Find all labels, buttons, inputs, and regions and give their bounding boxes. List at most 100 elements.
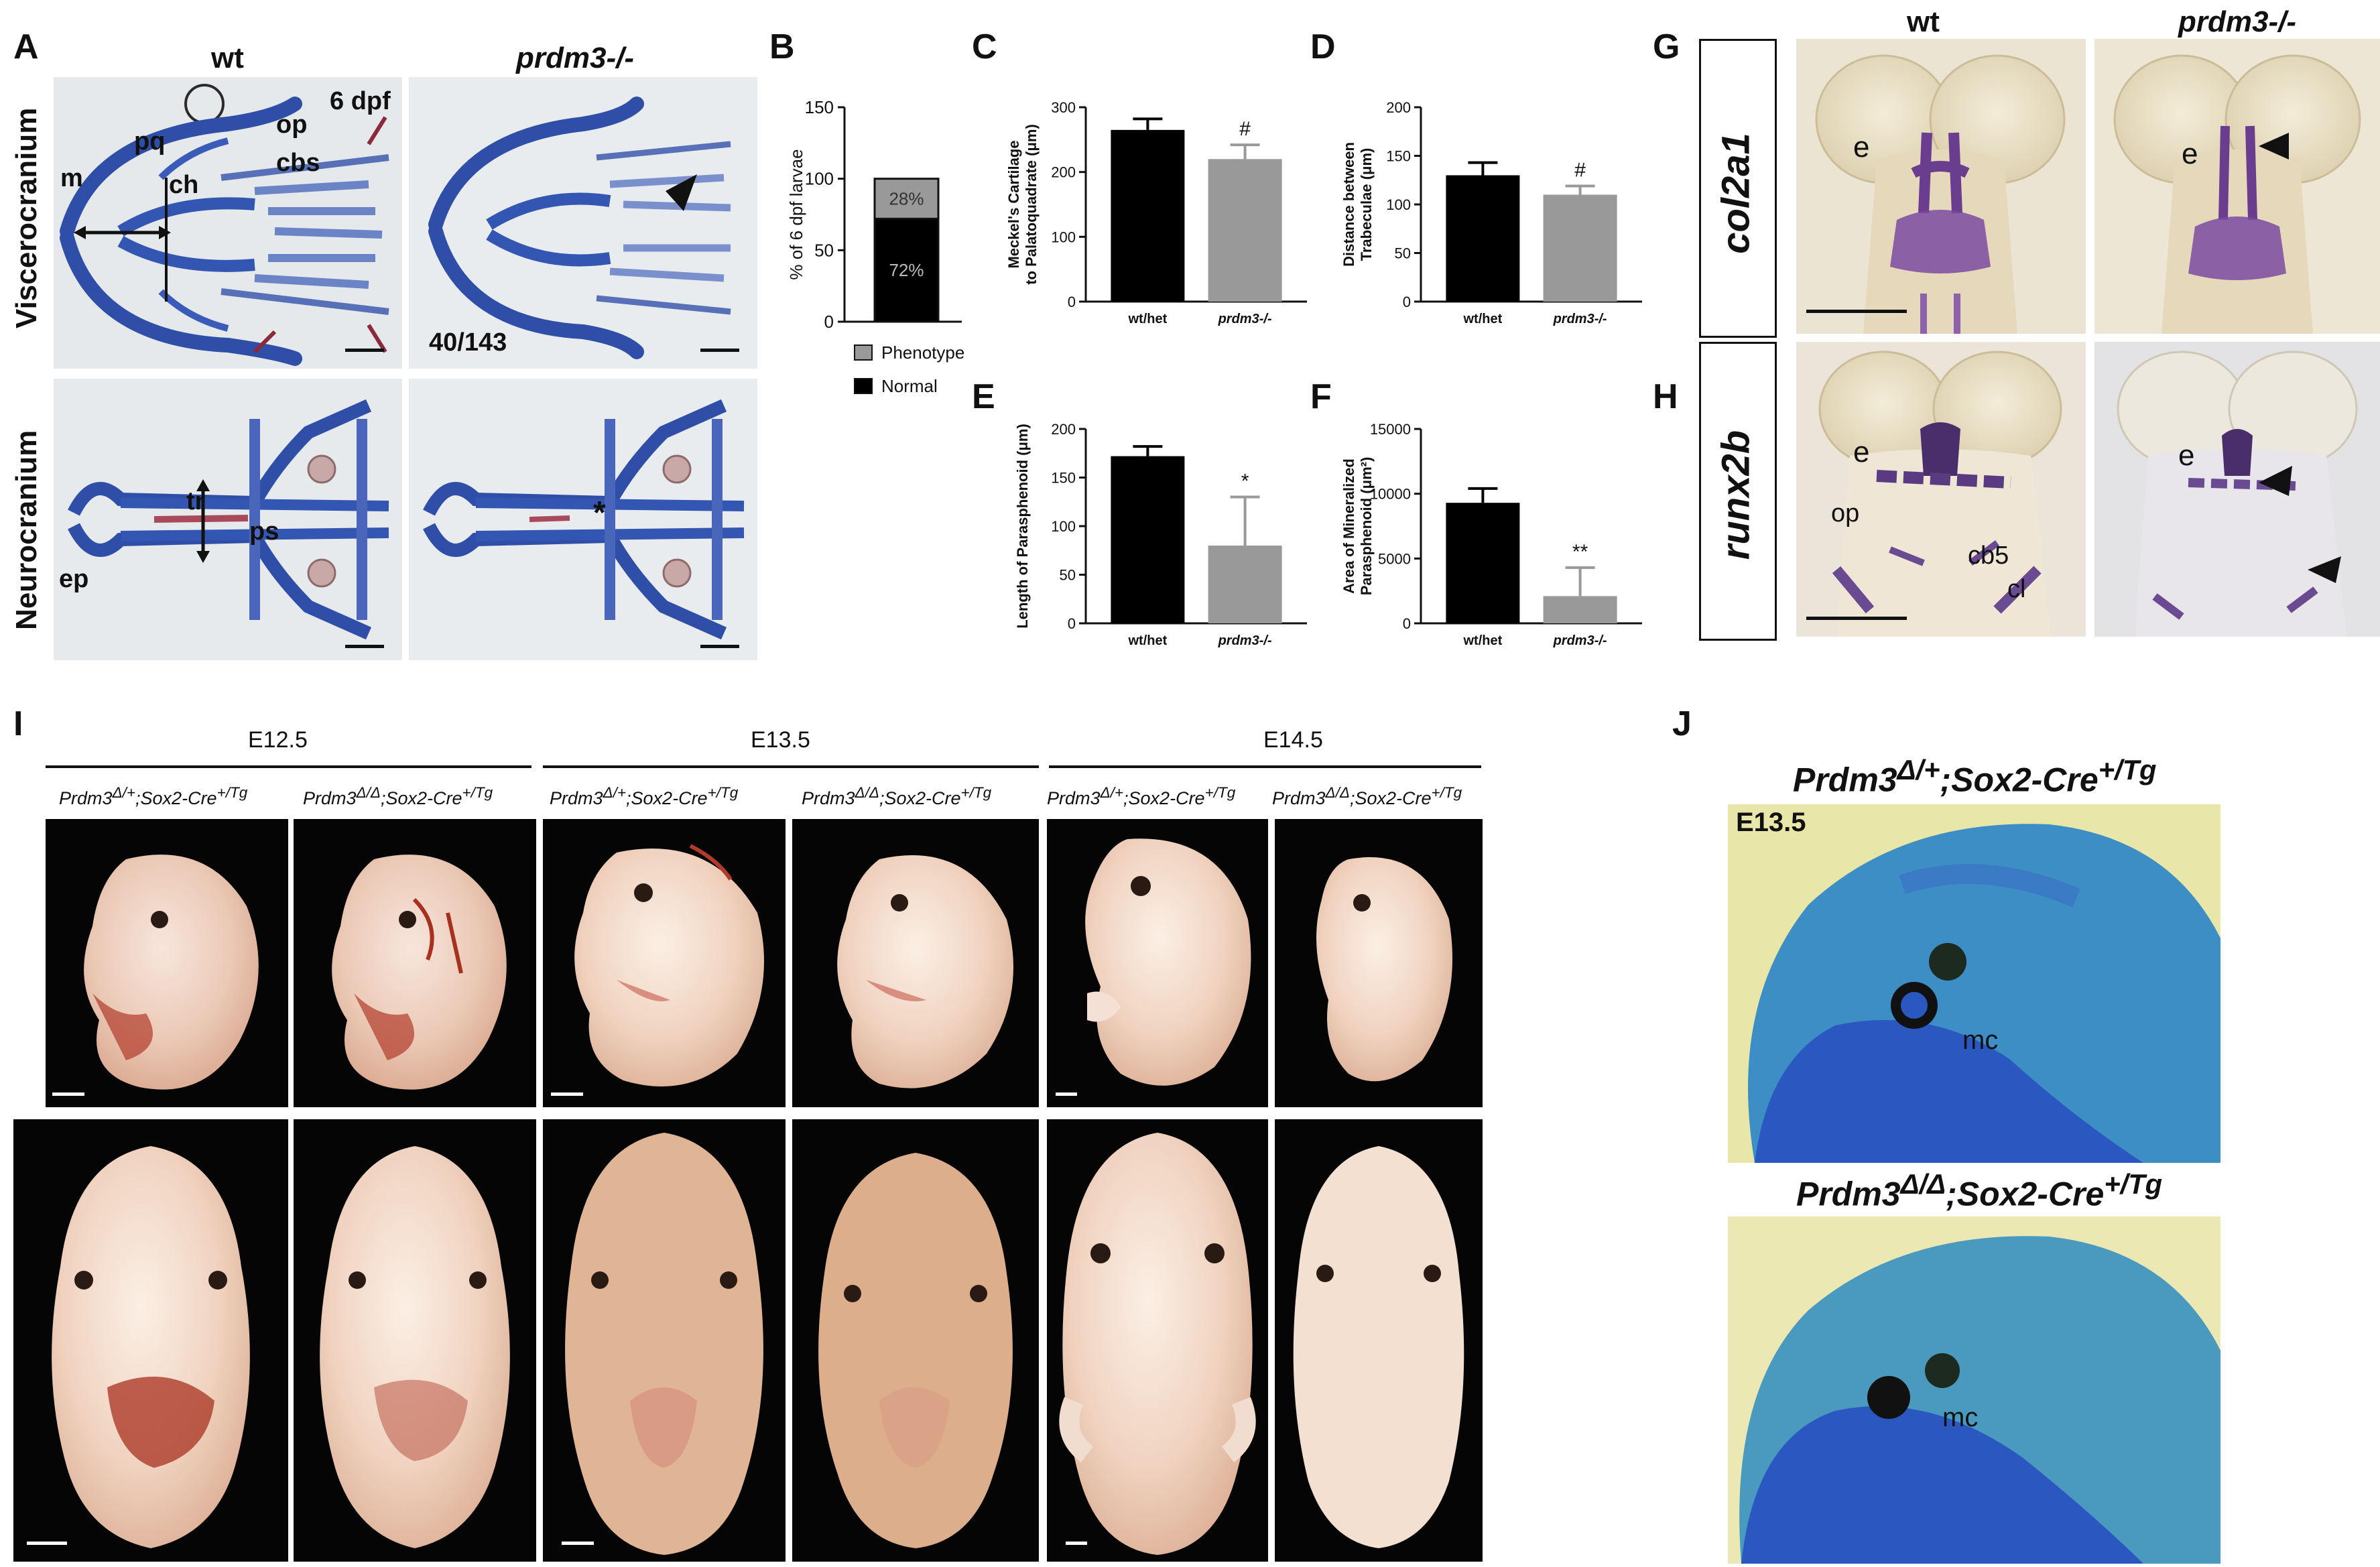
y-tick-label: 200 [1386,99,1411,116]
chart-e: 0 50 100 150 200 Length of Parasphenoid (μm) w… [999,402,1320,670]
bar-control [1446,175,1520,302]
y-tick-label: 0 [1403,615,1411,632]
gene-label-box-col2a1 [1699,39,1777,338]
photo-neurocranium-mutant [409,379,757,660]
significance-marker: ** [1572,541,1588,563]
panel-letter-d: D [1310,27,1336,66]
panel-g-mutant-header: prdm3-/- [2178,5,2296,38]
gene-label-box-runx2b [1699,342,1777,641]
data-label: 72% [889,260,924,280]
y-axis-label: Distance between [1340,142,1357,267]
panel-letter-b: B [769,27,795,66]
x-tick-label: prdm3-/- [1218,312,1272,326]
photo-embryo-e14-ko-lateral [1275,819,1483,1107]
photo-embryo-e12-ko-lateral [294,819,536,1107]
x-tick-label: prdm3-/- [1553,633,1607,648]
x-tick-label: wt/het [1128,633,1168,648]
photo-embryo-e13-het-lateral [543,819,786,1107]
photo-lacz-ko [1728,1216,2220,1564]
label-cb5: cb5 [1968,542,2009,570]
label-e: e [2182,137,2198,170]
legend-label: Phenotype [881,342,964,363]
label-ep: ep [59,565,89,593]
y-tick-label: 100 [805,169,834,189]
y-axis-label: Meckel's Cartilage [1005,140,1022,268]
panel-a-mutant-header: prdm3-/- [516,42,634,74]
photo-embryo-e12-ko-ventral [294,1119,536,1562]
legend-label: Normal [881,376,938,396]
y-tick-label: 100 [1051,518,1076,535]
x-tick-label: prdm3-/- [1553,312,1607,326]
stage-header-e14-5: E14.5 [1263,727,1323,753]
stage-rule [46,765,531,768]
panel-letter-h: H [1653,377,1678,416]
label-e: e [1853,131,1870,164]
y-tick-label: 150 [805,97,834,117]
bar-control [1111,129,1185,302]
chart-c: 0 100 200 300 Meckel's Cartilage to Palatoqua… [999,80,1320,349]
photo-viscerocranium-mutant [409,77,757,369]
stage-label-6dpf: 6 dpf [330,87,391,115]
y-tick-label: 50 [1060,567,1076,584]
y-tick-label: 150 [1051,470,1076,487]
label-m: m [60,164,83,192]
scale-bar [1806,617,1907,620]
significance-marker: # [1239,118,1251,140]
panel-letter-a: A [13,27,39,66]
bar-control [1111,456,1185,623]
label-ps: ps [249,517,279,546]
panel-j-bottom-genotype: Prdm3Δ/Δ;Sox2-Cre+/Tg [1796,1168,2163,1213]
x-tick-label: wt/het [1128,312,1168,326]
label-e: e [2178,439,2195,472]
scale-bar [1056,1092,1077,1096]
legend-swatch [854,378,873,394]
y-tick-label: 0 [1403,294,1411,310]
y-axis-label: Length of Parasphenoid (μm) [1014,424,1031,629]
stage-rule [543,765,1039,768]
photo-runx2b-wt [1796,342,2086,637]
x-tick-label: prdm3-/- [1218,633,1272,648]
label-mc: mc [1962,1025,1999,1055]
scale-bar [1066,1542,1087,1545]
y-axis-label: % of 6 dpf larvae [786,149,806,279]
photo-embryo-e14-ko-ventral [1275,1119,1483,1562]
y-tick-label: 15000 [1370,421,1411,438]
panel-letter-g: G [1653,27,1680,66]
significance-marker: # [1574,159,1586,181]
bar-control [1446,503,1520,623]
bar-phenotype [873,178,940,220]
label-mc: mc [1942,1403,1979,1432]
y-axis-label: to Palatoquadrate (μm) [1023,124,1040,285]
photo-embryo-e12-het-lateral [46,819,288,1107]
scale-bar [345,349,384,352]
bar-mutant [1543,194,1617,302]
y-tick-label: 50 [814,240,834,260]
y-tick-label: 5000 [1378,550,1411,567]
row-label-viscerocranium: Viscerocranium [10,107,43,328]
photo-embryo-e13-ko-lateral [792,819,1039,1107]
y-tick-label: 0 [1068,615,1076,632]
panel-letter-f: F [1310,377,1332,416]
scale-bar [700,645,739,648]
photo-col2a1-mutant [2094,39,2380,334]
fraction-label: 40/143 [429,328,507,357]
asterisk-label: * [593,495,606,531]
photo-neurocranium-wt [54,379,402,660]
y-tick-label: 100 [1386,196,1411,213]
panel-letter-e: E [972,377,995,416]
label-e: e [1853,436,1870,468]
y-tick-label: 150 [1386,148,1411,165]
panel-letter-j: J [1672,704,1692,743]
x-tick-label: wt/het [1463,312,1503,326]
photo-lacz-het [1728,804,2220,1163]
bar-mutant [1543,596,1617,623]
legend-swatch [854,344,873,361]
label-op: op [276,111,308,139]
data-label: 28% [889,189,924,209]
label-cbs: cbs [276,149,320,177]
photo-viscerocranium-wt [54,77,402,369]
scale-bar [551,1092,583,1096]
gene-label-runx2b: runx2b [1714,430,1758,560]
photo-embryo-e14-het-ventral [1047,1119,1268,1562]
photo-col2a1-wt [1796,39,2086,334]
